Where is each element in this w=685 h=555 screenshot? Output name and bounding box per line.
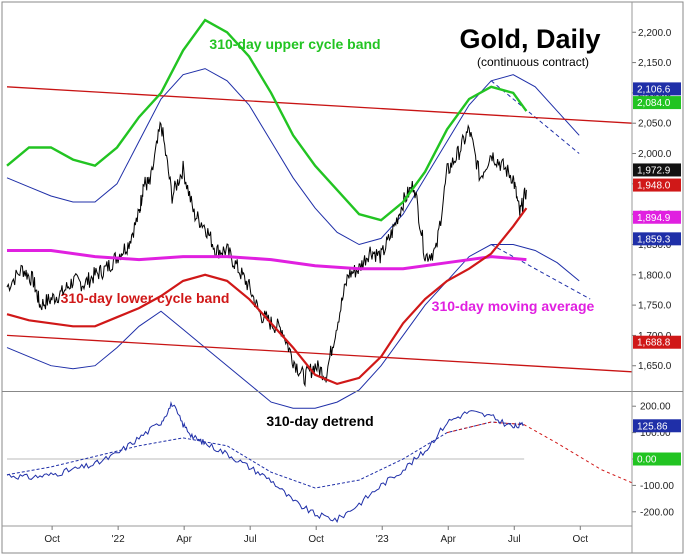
detrend-y-tick-label: 100.00 <box>640 428 671 439</box>
chart-subtitle: (continuous contract) <box>477 55 589 69</box>
chart-title: Gold, Daily <box>459 24 600 54</box>
x-tick-label: Jul <box>244 534 257 545</box>
y-tick-label: 1,800.0 <box>638 270 672 281</box>
x-tick-label: Oct <box>308 534 324 545</box>
price-badge-label: 2,106.6 <box>637 84 671 95</box>
y-tick-label: 2,200.0 <box>638 28 672 39</box>
gold-price-line <box>6 121 527 388</box>
x-tick-label: Apr <box>440 534 456 545</box>
price-badge-label: 1,972.9 <box>637 165 671 176</box>
price-badge <box>633 178 681 192</box>
x-tick-label: '23 <box>376 534 389 545</box>
lower-cycle-band-line <box>6 207 528 386</box>
upper-band-annotation: 310-day upper cycle band <box>209 36 380 52</box>
detrend-panel: 310-day detrend 200.00 100.00 0.00 -100.00 -… <box>6 401 681 523</box>
detrend-y-tick-label: -200.00 <box>640 507 674 518</box>
detrend-badge <box>633 452 681 466</box>
lower-band-annotation: 310-day lower cycle band <box>61 290 230 306</box>
x-tick-label: '22 <box>112 534 125 545</box>
moving-average-line <box>7 249 527 271</box>
detrend-badge <box>633 419 681 433</box>
x-tick-label: Oct <box>573 534 589 545</box>
x-tick-label: Jul <box>508 534 521 545</box>
price-badge <box>633 82 681 96</box>
y-tick-label: 1,850.0 <box>638 240 672 251</box>
x-tick-label: Apr <box>176 534 192 545</box>
upper-envelope-line <box>6 68 580 246</box>
detrend-line <box>6 401 524 523</box>
detrend-badge-label: 125.86 <box>637 421 668 432</box>
y-tick-label: 1,750.0 <box>638 301 672 312</box>
x-tick-label: Oct <box>44 534 60 545</box>
price-badge <box>633 232 681 246</box>
y-tick-label: 1,650.0 <box>638 361 672 372</box>
price-badge <box>633 335 681 349</box>
y-tick-label: 2,050.0 <box>638 119 672 130</box>
detrend-title: 310-day detrend <box>266 413 373 429</box>
y-tick-label: 2,000.0 <box>638 149 672 160</box>
price-badge <box>633 96 681 110</box>
lower-envelope-line <box>6 244 580 409</box>
price-badge-label: 1,688.8 <box>637 338 671 349</box>
upper-channel-line <box>6 86 633 124</box>
main-price-panel: Gold, Daily (continuous contract) 310-da… <box>6 18 681 409</box>
price-badge-label: 2,084.0 <box>637 98 671 109</box>
price-badge <box>633 163 681 177</box>
upper-cycle-band-line <box>6 18 528 222</box>
y-tick-label: 2,150.0 <box>638 58 672 69</box>
cycle-forecast-line <box>446 421 633 484</box>
price-badge <box>633 210 681 224</box>
price-badge-label: 1,859.3 <box>637 234 671 245</box>
detrend-y-tick-label: -100.00 <box>640 481 674 492</box>
lower-channel-line <box>6 334 633 373</box>
moving-average-annotation: 310-day moving average <box>432 298 595 314</box>
price-badge-label: 1,948.0 <box>637 181 671 192</box>
lower-envelope-projection <box>490 244 591 300</box>
detrend-badge-label: 0.00 <box>637 455 657 466</box>
price-badge-label: 1,894.9 <box>637 213 671 224</box>
detrend-y-tick-label: 200.00 <box>640 402 671 413</box>
